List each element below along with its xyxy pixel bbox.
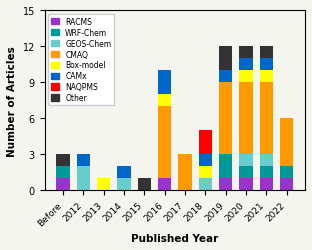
Bar — [239, 71, 253, 83]
X-axis label: Published Year: Published Year — [131, 233, 218, 243]
Bar — [199, 179, 212, 191]
Bar — [158, 95, 171, 107]
Bar — [239, 47, 253, 59]
Bar — [239, 179, 253, 191]
Bar — [219, 83, 232, 155]
Bar — [260, 47, 273, 59]
Bar — [219, 47, 232, 71]
Bar — [158, 107, 171, 179]
Bar — [239, 83, 253, 155]
Bar — [56, 179, 70, 191]
Bar — [280, 179, 293, 191]
Bar — [77, 167, 90, 191]
Bar — [219, 71, 232, 83]
Bar — [56, 155, 70, 167]
Bar — [117, 167, 131, 179]
Bar — [158, 71, 171, 95]
Bar — [178, 155, 192, 191]
Bar — [138, 179, 151, 191]
Bar — [158, 179, 171, 191]
Y-axis label: Number of Articles: Number of Articles — [7, 46, 17, 156]
Bar — [199, 167, 212, 179]
Legend: RACMS, WRF-Chem, GEOS-Chem, CMAQ, Box-model, CAMx, NAQPMS, Other: RACMS, WRF-Chem, GEOS-Chem, CMAQ, Box-mo… — [48, 15, 115, 106]
Bar — [56, 167, 70, 179]
Bar — [280, 119, 293, 167]
Bar — [239, 59, 253, 71]
Bar — [260, 155, 273, 167]
Bar — [239, 155, 253, 167]
Bar — [77, 155, 90, 167]
Bar — [260, 71, 273, 83]
Bar — [260, 83, 273, 155]
Bar — [280, 167, 293, 179]
Bar — [260, 179, 273, 191]
Bar — [199, 155, 212, 167]
Bar — [260, 167, 273, 179]
Bar — [219, 179, 232, 191]
Bar — [219, 155, 232, 179]
Bar — [117, 179, 131, 191]
Bar — [239, 167, 253, 179]
Bar — [199, 131, 212, 155]
Bar — [97, 179, 110, 191]
Bar — [260, 59, 273, 71]
